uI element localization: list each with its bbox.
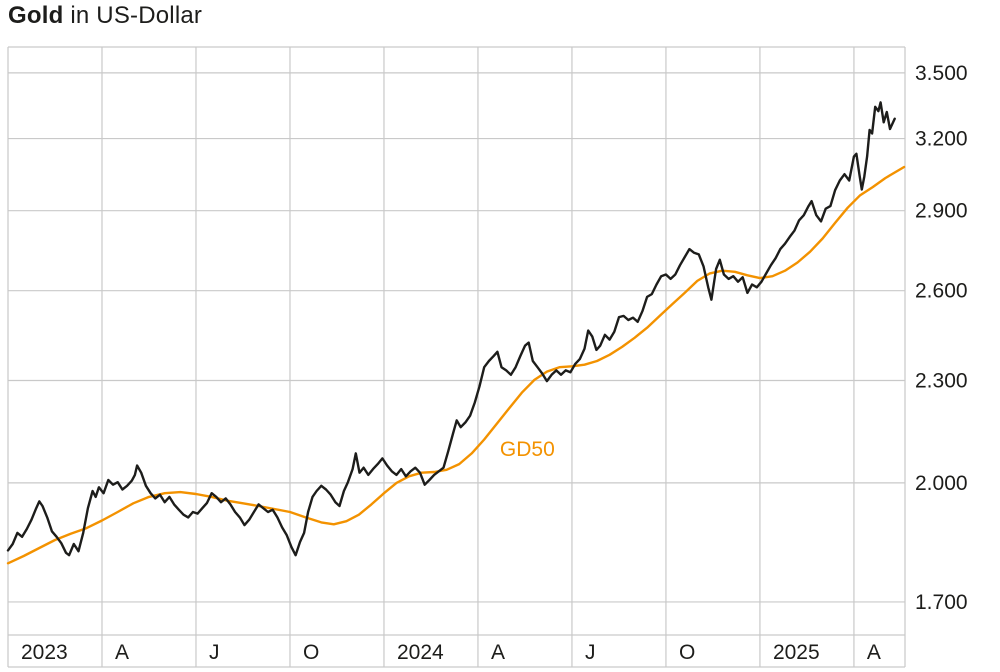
y-axis-label: 2.000 xyxy=(915,472,968,495)
gold-line xyxy=(6,101,896,557)
y-axis-label: 2.600 xyxy=(915,280,968,303)
y-axis-label: 3.500 xyxy=(915,62,968,85)
y-axis-label: 1.700 xyxy=(915,591,968,614)
x-axis-label: 2023 xyxy=(21,641,68,664)
chart-title-bold: Gold xyxy=(8,2,64,29)
x-axis-label: O xyxy=(303,641,319,664)
x-axis-label: A xyxy=(867,641,881,664)
x-axis-label: 2024 xyxy=(397,641,444,664)
gd50-line xyxy=(6,165,906,565)
chart-title: Gold in US-Dollar xyxy=(8,2,202,30)
x-axis-label: A xyxy=(115,641,129,664)
y-axis-label: 2.900 xyxy=(915,200,968,223)
x-axis-label: 2025 xyxy=(773,641,820,664)
x-axis-label: J xyxy=(209,641,220,664)
y-axis-label: 3.200 xyxy=(915,128,968,151)
y-axis-label: 2.300 xyxy=(915,369,968,392)
x-axis-label: J xyxy=(585,641,596,664)
gd50-label: GD50 xyxy=(500,438,555,461)
x-axis-label: A xyxy=(491,641,505,664)
chart-title-rest: in US-Dollar xyxy=(63,2,203,29)
x-axis-label: O xyxy=(679,641,695,664)
